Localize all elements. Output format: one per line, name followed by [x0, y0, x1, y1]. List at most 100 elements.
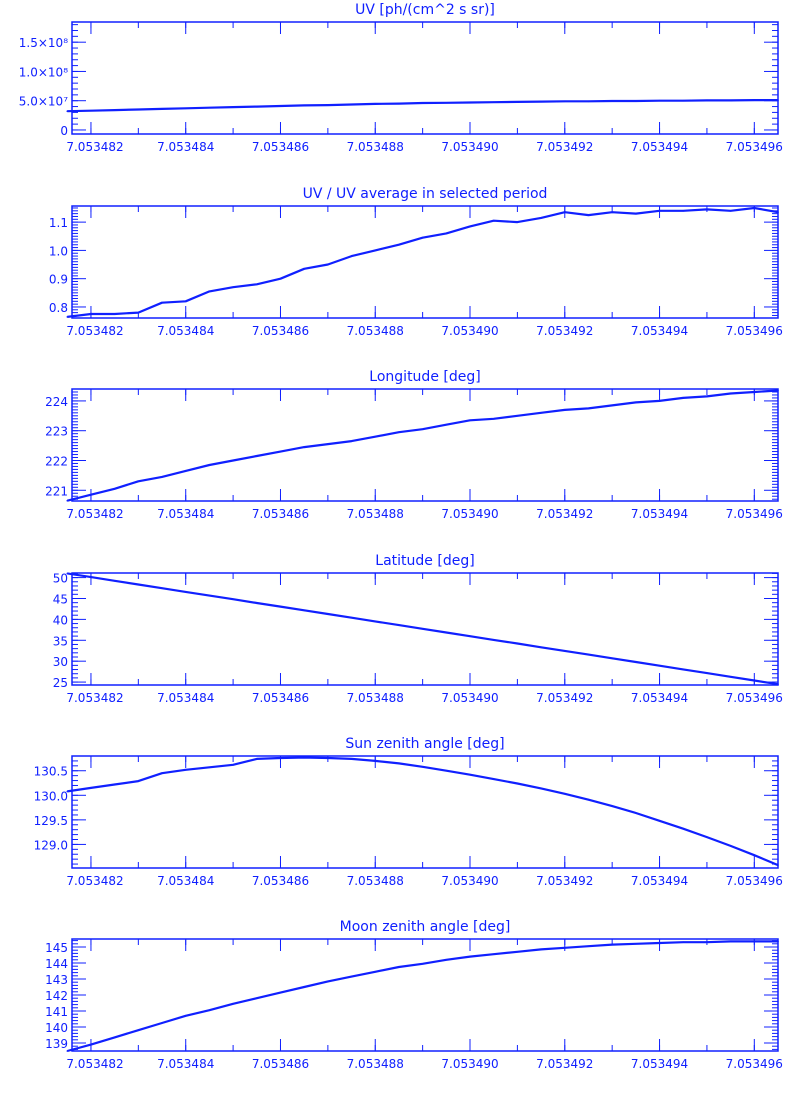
series-line	[67, 756, 779, 867]
data-point	[753, 854, 756, 857]
data-point	[777, 683, 779, 685]
data-point	[587, 214, 590, 216]
data-point	[279, 277, 282, 280]
y-tick-label: 1.5×10⁸	[19, 36, 68, 50]
data-point	[398, 966, 400, 968]
data-point	[113, 109, 116, 111]
data-point	[90, 1043, 92, 1046]
data-point	[729, 99, 732, 102]
data-point	[161, 587, 163, 589]
data-point	[611, 657, 613, 660]
data-point	[137, 583, 140, 586]
data-point	[706, 395, 708, 398]
data-point	[777, 864, 779, 866]
data-point	[635, 100, 637, 102]
data-point	[777, 940, 779, 943]
data-point	[469, 773, 471, 776]
data-point	[492, 953, 495, 955]
data-point	[327, 443, 329, 445]
data-point	[729, 845, 732, 847]
data-point	[232, 1003, 234, 1005]
data-point	[635, 661, 637, 663]
data-point	[327, 757, 329, 759]
data-point	[753, 391, 756, 393]
data-point	[421, 627, 424, 630]
data-point	[113, 1036, 116, 1039]
data-point	[635, 943, 637, 945]
data-point	[729, 392, 732, 395]
data-point	[563, 650, 566, 652]
data-point	[682, 397, 685, 399]
data-point	[255, 455, 258, 457]
data-point	[137, 480, 140, 483]
data-point	[398, 762, 400, 765]
panel-title: Longitude [deg]	[369, 369, 480, 385]
data-point	[184, 107, 187, 110]
data-point	[729, 940, 732, 943]
x-tick-label: 7.053496	[726, 140, 783, 154]
data-point	[350, 975, 353, 978]
data-point	[563, 409, 566, 411]
data-point	[66, 499, 69, 502]
plot-frame	[71, 388, 779, 502]
data-point	[516, 782, 519, 785]
y-tick-label: 0	[60, 124, 68, 138]
data-point	[232, 106, 234, 108]
data-point	[161, 1022, 163, 1024]
data-point	[421, 963, 424, 965]
data-point	[66, 110, 69, 113]
data-point	[611, 404, 613, 407]
data-point	[374, 620, 377, 623]
x-tick-label: 7.053484	[157, 691, 214, 705]
x-tick-label: 7.053484	[157, 874, 214, 888]
data-point	[90, 493, 92, 496]
data-point	[587, 100, 590, 103]
data-point	[398, 431, 400, 433]
data-point	[66, 790, 69, 793]
data-point	[137, 311, 140, 314]
data-point	[279, 991, 282, 994]
data-point	[563, 947, 566, 949]
data-point	[635, 812, 637, 814]
y-tick-label: 221	[45, 484, 68, 498]
x-tick-label: 7.053488	[347, 691, 404, 705]
data-point	[90, 109, 92, 112]
x-tick-label: 7.053494	[631, 874, 688, 888]
data-point	[611, 100, 613, 102]
data-point	[516, 101, 519, 103]
panel-1: UV [ph/(cm^2 s sr)] 7.053482 7.053484 7.053…	[19, 2, 783, 154]
data-point	[327, 980, 329, 983]
y-tick-label: 1.0×10⁸	[19, 65, 68, 79]
data-point	[587, 798, 590, 801]
data-point	[753, 99, 756, 101]
data-point	[445, 423, 448, 426]
data-point	[658, 942, 661, 944]
data-point	[184, 470, 187, 472]
data-point	[587, 945, 590, 947]
data-point	[255, 105, 258, 108]
x-tick-label: 7.053496	[726, 507, 783, 521]
data-point	[303, 104, 305, 107]
x-tick-label: 7.053488	[347, 507, 404, 521]
x-tick-label: 7.053496	[726, 324, 783, 338]
y-tick-label: 129.0	[34, 838, 68, 852]
data-point	[445, 769, 448, 772]
series-line	[67, 940, 778, 1053]
data-point	[753, 207, 756, 209]
data-point	[113, 783, 116, 786]
y-tick-label: 139	[45, 1037, 68, 1051]
y-tick-label: 223	[45, 425, 68, 439]
x-tick-label: 7.053482	[66, 1057, 123, 1071]
panel-5: Sun zenith angle [deg] 7.053482 7.053484 7.…	[34, 736, 783, 888]
y-tick-label: 35	[53, 634, 68, 648]
panel-3: Longitude [deg] 7.053482 7.053484 7.053486 7…	[45, 369, 783, 521]
data-point	[682, 668, 685, 671]
y-tick-label: 1.0	[49, 244, 68, 258]
data-point	[777, 99, 779, 101]
x-tick-label: 7.053484	[157, 324, 214, 338]
x-tick-label: 7.053486	[252, 691, 309, 705]
data-point	[113, 487, 116, 490]
data-point	[161, 772, 163, 774]
data-point	[303, 609, 305, 612]
y-tick-label: 25	[53, 676, 68, 690]
